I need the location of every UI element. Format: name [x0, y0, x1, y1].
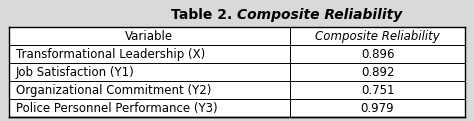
Bar — [9, 81, 465, 99]
Text: Organizational Commitment (Y2): Organizational Commitment (Y2) — [16, 84, 211, 97]
Text: Table 2.: Table 2. — [171, 8, 237, 22]
Text: Police Personnel Performance (Y3): Police Personnel Performance (Y3) — [16, 102, 217, 115]
Bar — [9, 45, 465, 63]
Text: 0.892: 0.892 — [361, 66, 394, 79]
Text: 0.751: 0.751 — [361, 84, 394, 97]
Text: Job Satisfaction (Y1): Job Satisfaction (Y1) — [16, 66, 135, 79]
Bar — [9, 99, 465, 117]
Bar — [9, 63, 465, 81]
Text: Transformational Leadership (X): Transformational Leadership (X) — [16, 48, 205, 61]
Text: 0.979: 0.979 — [361, 102, 394, 115]
Text: 0.896: 0.896 — [361, 48, 394, 61]
Text: Composite Reliability: Composite Reliability — [315, 30, 440, 43]
Text: Variable: Variable — [125, 30, 173, 43]
Bar — [9, 27, 465, 45]
Text: Composite Reliability: Composite Reliability — [237, 8, 402, 22]
